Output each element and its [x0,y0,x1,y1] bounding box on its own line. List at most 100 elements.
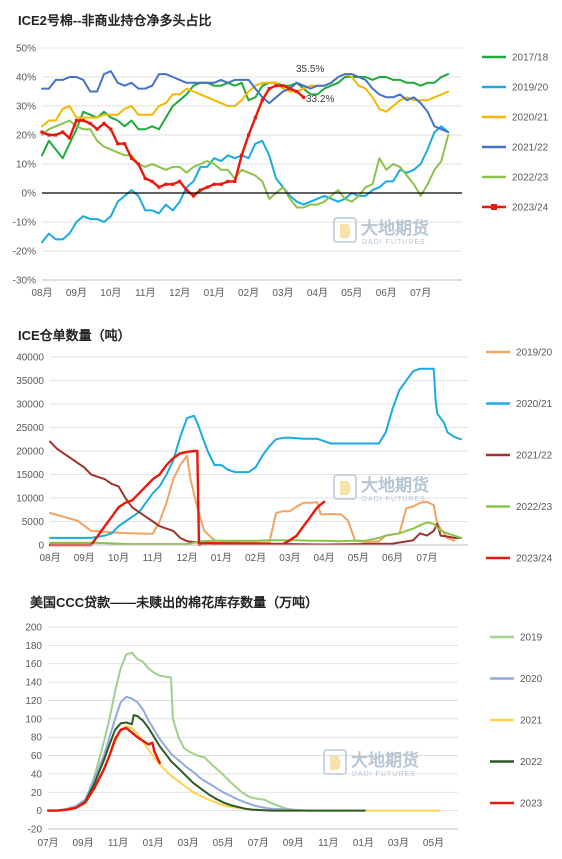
series-marker-2023-24 [219,182,223,186]
watermark-name: 大地期货 [361,218,429,238]
series-line-2020-21 [41,73,450,128]
y-tick-label: 0 [36,806,42,817]
x-tick-label: 07月 [37,837,58,849]
x-tick-label: 12月 [169,287,190,299]
y-tick-label: 20% [16,131,36,142]
legend-label-2023: 2023 [520,799,543,810]
y-tick-label: 40 [31,769,43,780]
y-tick-label: 15000 [16,470,44,481]
x-tick-label: 01月 [353,837,374,849]
watermark-sub: DADI FUTURES [352,771,416,778]
x-tick-label: 11月 [143,552,163,564]
series-marker-2023-24 [226,179,230,183]
watermark-sub: DADI FUTURES [362,239,426,246]
legend-label-2021-22: 2021/22 [516,451,553,462]
x-tick-label: 07月 [410,287,431,299]
x-tick-label: 11月 [135,287,155,299]
series-marker-2023-24 [109,127,113,131]
series-marker-2023-24 [205,185,209,189]
y-tick-label: 10000 [16,494,44,505]
series-line-2021-22 [41,70,450,134]
series-marker-2023-24 [123,142,127,146]
watermark-name: 大地期货 [351,750,419,770]
series-marker-2023-24 [74,118,79,123]
series-line-2019-20 [49,454,456,544]
series-marker-2023-24 [191,194,196,198]
series-marker-2023-24 [253,116,258,120]
series-marker-2023-24 [157,185,161,189]
series-line-2017-18 [41,73,450,160]
series-marker-2023-24 [81,118,85,123]
x-tick-label: 01月 [143,837,164,849]
series-marker-2023-24 [40,130,44,134]
legend-label-2019-20: 2019/20 [516,348,553,359]
x-tick-label: 07月 [248,837,269,849]
watermark-sub: DADI FUTURES [362,496,426,503]
legend-label-2023-24: 2023/24 [516,554,553,565]
annotation-332: 33.2% [306,94,334,105]
y-tick-label: 100 [25,714,42,725]
x-tick-label: 07月 [416,552,437,564]
series-marker-2023-24 [150,179,154,183]
x-tick-label: 05月 [213,837,234,849]
series-line-2022-23 [49,521,463,546]
series-marker-2023-24 [198,188,202,192]
x-tick-label: 08月 [31,287,52,299]
series-group [40,70,450,244]
series-marker-2023-24 [136,162,140,166]
y-tick-label: 0 [38,541,44,552]
legend-label-2022-23: 2022/23 [512,173,549,184]
x-tick-label: 03月 [178,837,199,849]
logo-mark [340,481,351,495]
series-marker-2023-24 [260,98,264,102]
y-tick-label: 160 [25,659,42,670]
y-tick-label: -10% [13,218,36,229]
x-tick-label: 09月 [66,287,87,299]
x-tick-label: 04月 [314,552,335,564]
series-marker-2023-24 [274,84,278,88]
series-line-2020-21 [49,367,463,539]
series-marker-2023-24 [47,133,51,137]
series-group [48,367,463,547]
x-tick-label: 01月 [211,552,232,564]
series-marker-2023-24 [116,142,120,146]
series-marker-2023-24 [54,133,58,137]
series-line-2020 [47,695,329,812]
legend-label-2022-23: 2022/23 [516,502,553,513]
series-marker-2023-24 [88,121,92,125]
series-marker-2023-24 [281,84,285,88]
x-tick-label: 02月 [245,552,266,564]
series-marker-2023-24 [67,136,72,140]
series-marker-2023-24 [267,87,271,91]
series-marker-2023-24 [102,121,106,125]
x-tick-label: 06月 [382,552,403,564]
y-tick-label: 20000 [16,447,44,458]
chart-title: ICE2号棉--非商业持仓净多头占比 [18,13,212,28]
legend-label-2019: 2019 [520,633,543,644]
legend: 2019 2020 2021 2022 2023 [490,633,543,810]
logo-frame [333,217,357,243]
y-tick-label: 60 [31,751,43,762]
logo-frame [333,474,357,500]
axis: 50% 40% 30% 20% 10% 0% -10% -20% -30%08月 09月 10月 11… [13,44,462,299]
legend-label-2021-22: 2021/22 [512,143,549,154]
legend-label-2020-21: 2020/21 [512,113,549,124]
axis: 40000 35000 30000 25000 20000 15000 10000 5000 0… [16,353,468,564]
y-tick-label: 5000 [22,517,45,528]
series-marker-2023-24 [212,182,216,186]
series-group [46,651,441,812]
x-tick-label: 09月 [72,837,93,849]
y-tick-label: 30000 [16,400,44,411]
series-marker-2023-24 [302,95,306,99]
x-tick-label: 03月 [272,287,293,299]
y-tick-label: 35000 [16,376,44,387]
series-marker-2023-24 [184,188,189,192]
series-marker-2023-24 [288,87,292,91]
x-tick-label: 03月 [388,837,409,849]
series-line-2022-23 [41,119,450,209]
logo-mark [330,756,341,770]
logo-mark [340,224,351,238]
